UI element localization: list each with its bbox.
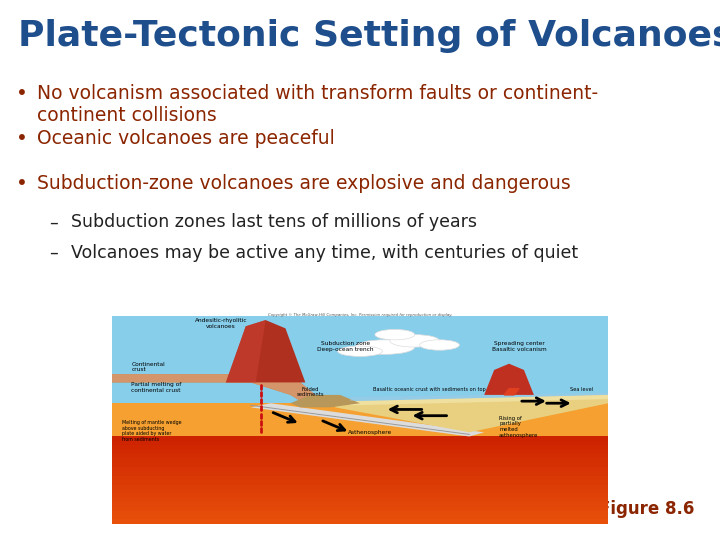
Text: Subduction zones last tens of millions of years: Subduction zones last tens of millions o… bbox=[71, 213, 477, 231]
Bar bbox=[112, 436, 608, 441]
Text: •: • bbox=[16, 174, 27, 193]
Text: Plate-Tectonic Setting of Volcanoes: Plate-Tectonic Setting of Volcanoes bbox=[18, 19, 720, 53]
Text: •: • bbox=[16, 84, 27, 103]
Bar bbox=[112, 467, 608, 471]
Bar bbox=[112, 462, 608, 467]
Polygon shape bbox=[226, 320, 266, 382]
Text: Figure 8.6: Figure 8.6 bbox=[600, 501, 695, 518]
Text: No volcanism associated with transform faults or continent-
continent collisions: No volcanism associated with transform f… bbox=[37, 84, 598, 125]
Polygon shape bbox=[485, 364, 534, 395]
Bar bbox=[112, 484, 608, 489]
Text: •: • bbox=[16, 129, 27, 147]
Bar bbox=[112, 519, 608, 524]
Text: Asthenosphere: Asthenosphere bbox=[348, 430, 392, 435]
Bar bbox=[112, 497, 608, 502]
Text: Folded
sediments: Folded sediments bbox=[297, 387, 324, 397]
Text: Andesitic-rhyolitic
volcanoes: Andesitic-rhyolitic volcanoes bbox=[194, 318, 247, 329]
Text: Copyright © The McGraw-Hill Companies, Inc. Permission required for reproduction: Copyright © The McGraw-Hill Companies, I… bbox=[268, 313, 452, 317]
Ellipse shape bbox=[355, 340, 415, 354]
Bar bbox=[112, 458, 608, 463]
Ellipse shape bbox=[338, 346, 382, 356]
Bar bbox=[112, 454, 608, 458]
Polygon shape bbox=[350, 395, 608, 406]
Polygon shape bbox=[226, 320, 305, 382]
Polygon shape bbox=[251, 403, 485, 436]
Bar bbox=[112, 445, 608, 450]
Bar bbox=[112, 515, 608, 519]
Polygon shape bbox=[112, 374, 320, 407]
Text: Basaltic oceanic crust with sediments on top: Basaltic oceanic crust with sediments on… bbox=[373, 387, 486, 392]
Text: –: – bbox=[49, 244, 58, 262]
Bar bbox=[112, 489, 608, 493]
Bar bbox=[112, 506, 608, 511]
Polygon shape bbox=[335, 395, 608, 433]
Text: Sea level: Sea level bbox=[570, 387, 593, 392]
Bar bbox=[112, 403, 608, 436]
Text: Oceanic volcanoes are peaceful: Oceanic volcanoes are peaceful bbox=[37, 129, 336, 147]
Polygon shape bbox=[350, 393, 608, 401]
Ellipse shape bbox=[420, 340, 459, 350]
Bar bbox=[112, 449, 608, 454]
Text: Partial melting of
continental crust: Partial melting of continental crust bbox=[132, 382, 182, 393]
Polygon shape bbox=[112, 374, 320, 524]
Bar bbox=[112, 476, 608, 480]
Bar bbox=[112, 316, 608, 436]
Ellipse shape bbox=[390, 335, 439, 347]
Text: Subduction zone
Deep-ocean trench: Subduction zone Deep-ocean trench bbox=[317, 341, 374, 352]
Bar bbox=[112, 471, 608, 476]
Text: Volcanoes may be active any time, with centuries of quiet: Volcanoes may be active any time, with c… bbox=[71, 244, 577, 262]
Bar bbox=[112, 502, 608, 507]
Text: –: – bbox=[49, 213, 58, 231]
Text: Rising of
partially
melted
asthenosphere: Rising of partially melted asthenosphere bbox=[499, 416, 539, 438]
Bar bbox=[112, 510, 608, 515]
Ellipse shape bbox=[375, 329, 415, 340]
Text: Continental
crust: Continental crust bbox=[132, 362, 165, 373]
Bar bbox=[112, 493, 608, 497]
Bar bbox=[112, 480, 608, 484]
Text: Melting of mantle wedge
above subducting
plate aided by water
from sediments: Melting of mantle wedge above subducting… bbox=[122, 420, 181, 442]
Text: Spreading center
Basaltic volcanism: Spreading center Basaltic volcanism bbox=[492, 341, 546, 352]
Polygon shape bbox=[290, 395, 360, 407]
Bar bbox=[112, 441, 608, 445]
Polygon shape bbox=[504, 389, 519, 395]
Text: Subduction-zone volcanoes are explosive and dangerous: Subduction-zone volcanoes are explosive … bbox=[37, 174, 571, 193]
